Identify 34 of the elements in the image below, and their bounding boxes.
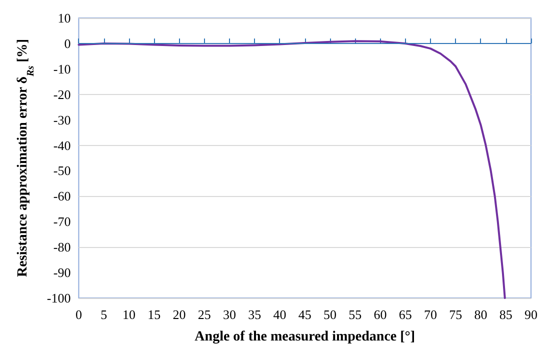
y-tick-label: 10 [58, 10, 71, 26]
x-tick-label: 5 [100, 307, 108, 322]
y-tick-label: -40 [53, 138, 71, 153]
x-tick-label: 40 [273, 307, 286, 322]
x-tick-label: 35 [248, 307, 262, 322]
y-tick-label: -90 [53, 265, 71, 280]
x-tick-label: 75 [449, 307, 462, 322]
y-tick-label: -100 [46, 290, 71, 306]
line-series [78, 40, 506, 299]
y-axis-title: Resistance approximation error δRs [%] [16, 38, 36, 277]
y-tick-label: -70 [53, 214, 71, 230]
x-tick-label: 0 [75, 307, 82, 322]
y-tick-label: -80 [53, 240, 71, 255]
x-tick-label: 25 [198, 307, 211, 322]
x-tick-label: 65 [398, 307, 412, 322]
x-tick-label: 20 [172, 307, 186, 322]
x-tick-label: 70 [424, 307, 437, 322]
y-tick-label: -30 [53, 112, 71, 128]
y-tick-label: -10 [53, 61, 71, 76]
y-tick-label: -20 [53, 86, 71, 102]
x-tick-label: 60 [374, 307, 387, 322]
x-tick-label: 45 [298, 307, 312, 322]
x-tick-label: 85 [499, 307, 512, 322]
y-tick-label: -60 [53, 188, 71, 204]
x-tick-label: 30 [222, 307, 236, 322]
x-tick-label: 90 [524, 307, 538, 322]
x-tick-label: 15 [148, 307, 161, 322]
y-tick-label: 0 [64, 36, 71, 51]
x-tick-label: 10 [122, 307, 136, 322]
x-tick-label: 55 [348, 307, 362, 322]
x-tick-label: 80 [474, 307, 488, 322]
x-axis-title: Angle of the measured impedance [°] [194, 330, 416, 344]
y-tick-label: -50 [53, 163, 71, 178]
x-tick-label: 50 [323, 307, 336, 322]
